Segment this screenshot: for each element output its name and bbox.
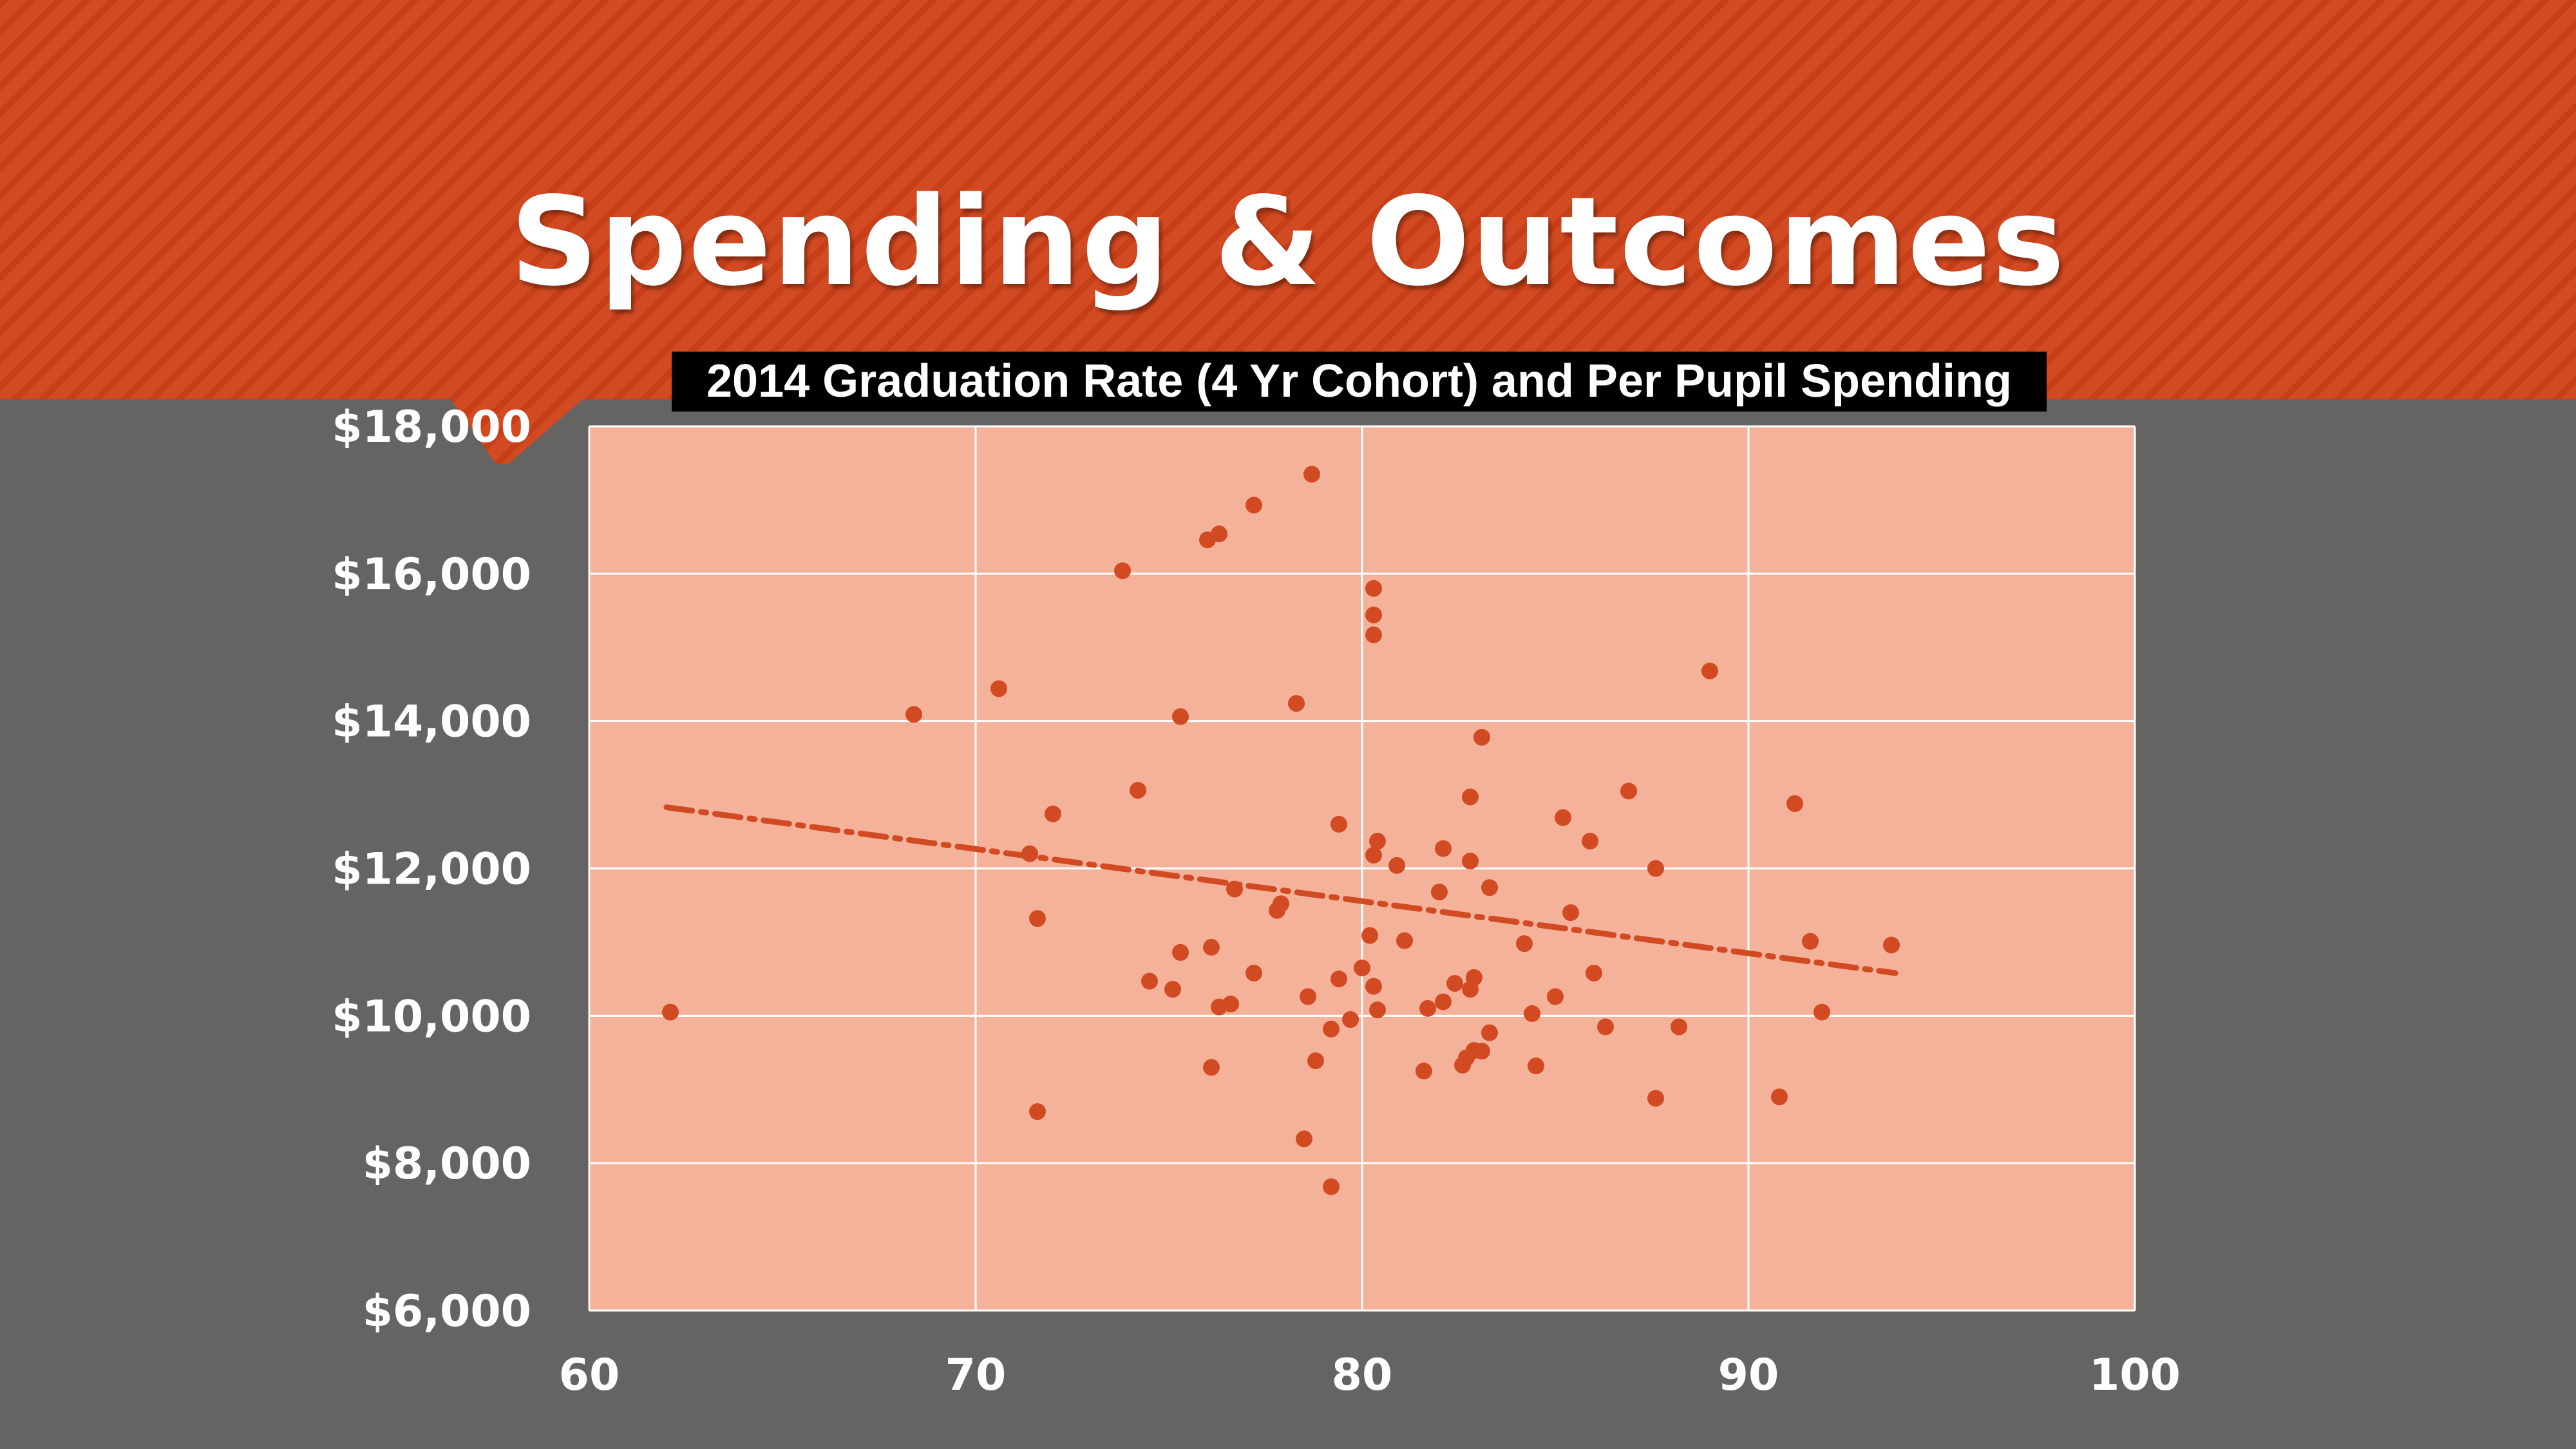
data-point	[1435, 993, 1452, 1010]
data-point	[1342, 1011, 1359, 1028]
y-tick-label: $10,000	[332, 991, 531, 1042]
data-point	[1647, 860, 1664, 877]
data-point	[1365, 978, 1382, 995]
y-tick-label: $18,000	[332, 402, 531, 453]
data-point	[1296, 1130, 1312, 1148]
data-point	[1222, 996, 1239, 1013]
chart-title: 2014 Graduation Rate (4 Yr Cohort) and P…	[672, 352, 2047, 412]
data-point	[1396, 932, 1413, 949]
data-point	[1555, 809, 1571, 826]
data-point	[1883, 936, 1900, 954]
data-point	[1388, 857, 1405, 874]
data-point	[1331, 971, 1347, 988]
x-tick-label: 80	[1332, 1350, 1393, 1401]
data-point	[1029, 1103, 1046, 1121]
y-tick-label: $16,000	[332, 549, 531, 600]
data-point	[1369, 833, 1386, 850]
data-point	[1446, 974, 1463, 992]
y-tick-label: $14,000	[332, 697, 531, 748]
data-point	[1172, 708, 1189, 725]
data-point	[1435, 840, 1452, 857]
data-point	[1323, 1020, 1340, 1037]
data-point	[1416, 1063, 1432, 1080]
data-point	[1141, 972, 1158, 990]
data-point	[1586, 964, 1602, 981]
y-tick-label: $6,000	[363, 1286, 531, 1337]
data-point	[1354, 959, 1370, 976]
data-point	[1114, 562, 1131, 580]
data-point	[990, 680, 1007, 697]
data-point	[1462, 788, 1479, 806]
x-axis-ticks: 60 70 80 90 100	[559, 1350, 2181, 1401]
data-point	[662, 1003, 679, 1021]
data-point	[1481, 1024, 1498, 1041]
data-point	[1419, 999, 1436, 1017]
data-point	[1365, 580, 1382, 597]
y-tick-label: $12,000	[332, 844, 531, 895]
data-point	[1203, 938, 1220, 956]
data-point	[905, 706, 922, 723]
data-point	[1771, 1088, 1788, 1106]
data-point	[1701, 662, 1718, 679]
data-point	[1164, 981, 1181, 998]
data-point	[1802, 933, 1819, 950]
data-point	[1647, 1090, 1664, 1107]
data-point	[1620, 782, 1637, 800]
slide-title: Spending & Outcomes	[509, 171, 2067, 313]
data-point	[1547, 988, 1564, 1005]
data-point	[1365, 626, 1382, 643]
data-point	[1130, 782, 1146, 799]
data-point	[1671, 1018, 1687, 1036]
data-point	[1331, 815, 1347, 833]
data-point	[1431, 884, 1448, 901]
y-tick-label: $8,000	[363, 1139, 531, 1189]
data-point	[1211, 526, 1227, 543]
data-point	[1300, 988, 1316, 1005]
x-tick-label: 60	[559, 1350, 620, 1401]
data-point	[1273, 895, 1289, 913]
data-point	[1597, 1018, 1614, 1036]
data-points	[662, 466, 1900, 1195]
x-tick-label: 90	[1718, 1350, 1779, 1401]
data-point	[1814, 1003, 1830, 1021]
data-point	[1462, 853, 1479, 870]
data-point	[1203, 1059, 1220, 1076]
data-point	[1045, 805, 1061, 822]
data-point	[1365, 606, 1382, 623]
data-point	[1516, 935, 1533, 952]
data-point	[1786, 795, 1803, 812]
data-point	[1582, 833, 1598, 850]
data-point	[1562, 904, 1579, 922]
data-point	[1365, 846, 1382, 864]
data-point	[1369, 1001, 1386, 1019]
data-point	[1361, 927, 1378, 944]
data-point	[1029, 910, 1046, 927]
data-point	[1172, 943, 1189, 961]
data-point	[1288, 695, 1305, 712]
x-tick-label: 100	[2089, 1350, 2181, 1401]
data-point	[1524, 1005, 1540, 1022]
gridlines	[588, 425, 2136, 1312]
data-point	[1466, 969, 1482, 986]
x-tick-label: 70	[945, 1350, 1007, 1401]
data-point	[1473, 1043, 1490, 1060]
data-point	[1245, 497, 1262, 514]
y-axis-ticks: $6,000 $8,000 $10,000 $12,000 $14,000 $16,000…	[332, 402, 531, 1337]
data-point	[1303, 466, 1320, 483]
data-point	[1245, 964, 1262, 981]
data-point	[1323, 1178, 1340, 1195]
trendline	[663, 804, 1899, 976]
data-point	[1481, 879, 1498, 896]
data-point	[1473, 728, 1490, 746]
data-point	[1528, 1057, 1544, 1075]
title-banner	[0, 0, 2576, 464]
data-point	[1307, 1052, 1324, 1070]
